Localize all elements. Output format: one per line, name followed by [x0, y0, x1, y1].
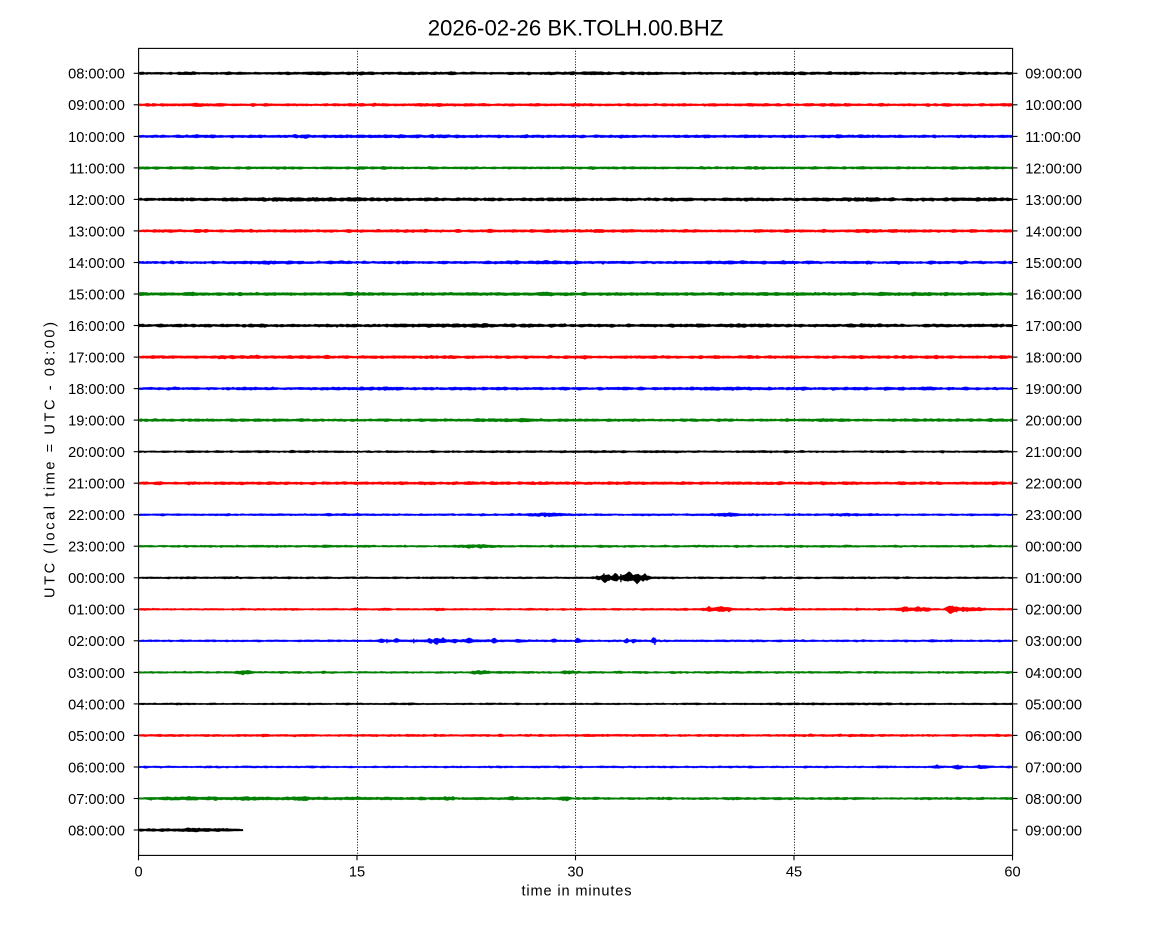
svg-text:06:00:00: 06:00:00 — [68, 760, 125, 776]
svg-text:09:00:00: 09:00:00 — [68, 98, 125, 114]
svg-text:19:00:00: 19:00:00 — [68, 414, 125, 430]
svg-text:03:00:00: 03:00:00 — [1025, 634, 1082, 650]
svg-text:02:00:00: 02:00:00 — [68, 634, 125, 650]
svg-text:21:00:00: 21:00:00 — [68, 477, 125, 493]
svg-text:10:00:00: 10:00:00 — [68, 130, 125, 146]
svg-text:07:00:00: 07:00:00 — [68, 792, 125, 808]
svg-text:12:00:00: 12:00:00 — [68, 193, 125, 209]
svg-text:17:00:00: 17:00:00 — [1025, 319, 1082, 335]
svg-text:04:00:00: 04:00:00 — [68, 697, 125, 713]
svg-text:03:00:00: 03:00:00 — [68, 666, 125, 682]
svg-text:15: 15 — [349, 865, 365, 881]
svg-text:2026-02-26 BK.TOLH.00.BHZ: 2026-02-26 BK.TOLH.00.BHZ — [428, 16, 724, 41]
svg-text:15:00:00: 15:00:00 — [1025, 256, 1082, 272]
svg-text:08:00:00: 08:00:00 — [68, 67, 125, 83]
svg-text:13:00:00: 13:00:00 — [68, 224, 125, 240]
svg-text:60: 60 — [1004, 865, 1020, 881]
svg-text:22:00:00: 22:00:00 — [1025, 477, 1082, 493]
svg-text:00:00:00: 00:00:00 — [1025, 540, 1082, 556]
svg-text:15:00:00: 15:00:00 — [68, 287, 125, 303]
svg-text:01:00:00: 01:00:00 — [68, 603, 125, 619]
svg-text:01:00:00: 01:00:00 — [1025, 571, 1082, 587]
svg-text:04:00:00: 04:00:00 — [1025, 666, 1082, 682]
svg-text:0: 0 — [134, 865, 142, 881]
svg-text:05:00:00: 05:00:00 — [1025, 697, 1082, 713]
svg-text:09:00:00: 09:00:00 — [1025, 67, 1082, 83]
svg-text:time in minutes: time in minutes — [522, 884, 632, 900]
svg-text:08:00:00: 08:00:00 — [68, 823, 125, 839]
svg-text:10:00:00: 10:00:00 — [1025, 98, 1082, 114]
svg-text:11:00:00: 11:00:00 — [69, 161, 125, 177]
svg-text:14:00:00: 14:00:00 — [1025, 224, 1082, 240]
svg-text:06:00:00: 06:00:00 — [1025, 729, 1082, 745]
svg-text:16:00:00: 16:00:00 — [1025, 287, 1082, 303]
svg-text:09:00:00: 09:00:00 — [1025, 823, 1082, 839]
svg-text:02:00:00: 02:00:00 — [1025, 603, 1082, 619]
svg-text:00:00:00: 00:00:00 — [68, 571, 125, 587]
svg-text:11:00:00: 11:00:00 — [1025, 130, 1081, 146]
svg-text:21:00:00: 21:00:00 — [1025, 445, 1082, 461]
svg-text:08:00:00: 08:00:00 — [1025, 792, 1082, 808]
svg-text:20:00:00: 20:00:00 — [1025, 414, 1082, 430]
svg-text:07:00:00: 07:00:00 — [1025, 760, 1082, 776]
svg-text:17:00:00: 17:00:00 — [68, 351, 125, 367]
svg-text:14:00:00: 14:00:00 — [68, 256, 125, 272]
svg-text:20:00:00: 20:00:00 — [68, 445, 125, 461]
svg-text:12:00:00: 12:00:00 — [1025, 161, 1082, 177]
svg-text:18:00:00: 18:00:00 — [1025, 351, 1082, 367]
svg-text:45: 45 — [786, 865, 802, 881]
svg-text:23:00:00: 23:00:00 — [68, 540, 125, 556]
svg-text:18:00:00: 18:00:00 — [68, 382, 125, 398]
svg-text:13:00:00: 13:00:00 — [1025, 193, 1082, 209]
svg-text:19:00:00: 19:00:00 — [1025, 382, 1082, 398]
svg-text:30: 30 — [567, 865, 583, 881]
svg-text:05:00:00: 05:00:00 — [68, 729, 125, 745]
svg-text:16:00:00: 16:00:00 — [68, 319, 125, 335]
svg-text:23:00:00: 23:00:00 — [1025, 508, 1082, 524]
svg-text:22:00:00: 22:00:00 — [68, 508, 125, 524]
